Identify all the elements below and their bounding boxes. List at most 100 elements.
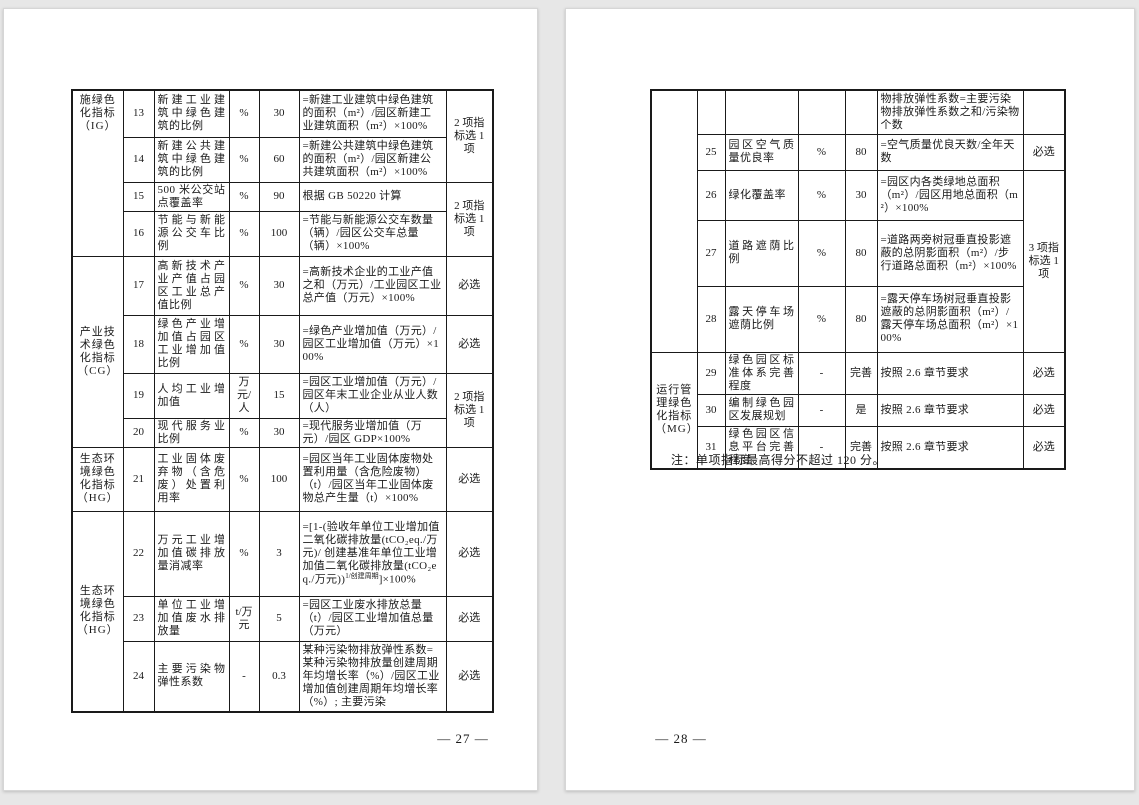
- cell-selection: 2 项指标选 1 项: [445, 89, 494, 183]
- cell-formula: =绿色产业增加值（万元）/园区工业增加值（万元）×100%: [298, 314, 447, 374]
- cell-unit: %: [228, 417, 260, 448]
- cell-value: 5: [258, 595, 300, 642]
- formula-main: =[1-(验收年单位工业增加值二氧化碳排放量(tCO₂eq./万元)/ 创建基准…: [302, 520, 440, 586]
- cell-formula: 按照 2.6 章节要求: [876, 393, 1024, 427]
- cell-formula: =园区工业增加值（万元）/园区年末工业企业从业人数（人）: [298, 372, 447, 419]
- indicator-table-right: 物排放弹性系数=主要污染物排放弹性系数之和/污染物个数 25 园区空气质量优良率…: [650, 89, 1066, 470]
- cell-formula: =道路两旁树冠垂直投影遮蔽的总阴影面积（m²）/步行道路总面积（m²）×100%: [876, 219, 1024, 287]
- cell-no: 21: [122, 446, 155, 512]
- page-number: — 27 —: [437, 731, 489, 746]
- cell-indicator: 新建公共建筑中绿色建筑的比例: [153, 136, 230, 183]
- cell-formula: =节能与新能源公交车数量（辆）/园区公交车总量（辆）×100%: [298, 210, 447, 257]
- indicator-table-left: 施绿色化指标（IG） 13 新建工业建筑中绿色建筑的比例 % 30 =新建工业建…: [71, 89, 494, 713]
- cell-value: 3: [258, 510, 300, 597]
- cell-selection: 必选: [445, 255, 494, 316]
- cell-value: [844, 89, 878, 135]
- cell-unit: %: [797, 285, 846, 353]
- cell-value: 15: [258, 372, 300, 419]
- cell-indicator: 道路遮荫比例: [724, 219, 799, 287]
- table-row: 施绿色化指标（IG） 13 新建工业建筑中绿色建筑的比例 % 30 =新建工业建…: [71, 89, 494, 257]
- table-row: 运行管理绿色化指标（MG） 29 绿色园区标准体系完善程度 - 完善 按照 2.…: [650, 351, 1066, 469]
- table-note: 注：单项指标最高得分不超过 120 分。: [671, 453, 886, 467]
- cell-selection: 3 项指标选 1 项: [1022, 169, 1066, 353]
- cell-formula: 物排放弹性系数=主要污染物排放弹性系数之和/污染物个数: [876, 89, 1024, 135]
- table-row: 生态环境绿色化指标（HG） 22 万元工业增加值碳排放量消减率 % 3 =[1-…: [71, 510, 494, 713]
- cell-indicator: 高新技术产业产值占园区工业总产值比例: [153, 255, 230, 316]
- cell-indicator: 绿化覆盖率: [724, 169, 799, 221]
- cell-selection: 2 项指标选 1 项: [445, 372, 494, 448]
- cell-indicator: 工业固体废弃物（含危废）处置利用率: [153, 446, 230, 512]
- cell-selection: [1022, 89, 1066, 135]
- cell-formula: =露天停车场树冠垂直投影遮蔽的总阴影面积（m²）/露天停车场总面积（m²）×10…: [876, 285, 1024, 353]
- cell-formula: =园区内各类绿地总面积（m²）/园区用地总面积（m²）×100%: [876, 169, 1024, 221]
- table-row: 18 绿色产业增加值占园区工业增加值比例 % 30 =绿色产业增加值（万元）/园…: [72, 314, 494, 374]
- cell-unit: %: [797, 219, 846, 287]
- cell-formula: 按照 2.6 章节要求: [876, 351, 1024, 395]
- cell-value: 0.3: [258, 640, 300, 713]
- cell-value: 30: [844, 169, 878, 221]
- cell-unit: 万元/人: [228, 372, 260, 419]
- cell-indicator: 现代服务业比例: [153, 417, 230, 448]
- cell-indicator: 主要污染物弹性系数: [153, 640, 230, 713]
- table-row: 31 绿色园区信息平台完善程度 - 完善 按照 2.6 章节要求 必选: [651, 425, 1066, 469]
- cell-unit: %: [228, 181, 260, 212]
- table-row: 15 500 米公交站点覆盖率 % 90 根据 GB 50220 计算 2 项指…: [72, 181, 494, 257]
- cell-formula: =新建工业建筑中绿色建筑的面积（m²）/园区新建工业建筑面积（m²）×100%: [298, 89, 447, 138]
- cell-indicator: 绿色园区标准体系完善程度: [724, 351, 799, 395]
- cell-unit: %: [228, 136, 260, 183]
- cell-formula: =园区工业废水排放总量（t）/园区工业增加值总量（万元）: [298, 595, 447, 642]
- cell-selection: 必选: [1022, 425, 1066, 469]
- table-row: 24 主要污染物弹性系数 - 0.3 某种污染物排放弹性系数=某种污染物排放量创…: [72, 640, 494, 713]
- cell-unit: -: [228, 640, 260, 713]
- cell-indicator: 节能与新能源公交车比例: [153, 210, 230, 257]
- table-row: 16 节能与新能源公交车比例 % 100 =节能与新能源公交车数量（辆）/园区公…: [72, 210, 493, 257]
- cell-formula: 某种污染物排放弹性系数=某种污染物排放量创建周期年均增长率（%）/园区工业增加值…: [298, 640, 447, 713]
- cell-value: 30: [258, 314, 300, 374]
- cell-value: 30: [258, 255, 300, 316]
- cell-selection: 必选: [1022, 351, 1066, 395]
- cell-indicator: 绿色产业增加值占园区工业增加值比例: [153, 314, 230, 374]
- cell-indicator: 露天停车场遮荫比例: [724, 285, 799, 353]
- cell-no: 14: [122, 136, 155, 183]
- cell-selection: 必选: [445, 314, 494, 374]
- cell-selection: 必选: [1022, 393, 1066, 427]
- cell-value: 100: [258, 210, 300, 257]
- cell-formula: =现代服务业增加值（万元）/园区 GDP×100%: [298, 417, 447, 448]
- cell-value: 完善: [844, 351, 878, 395]
- cell-value: 是: [844, 393, 878, 427]
- cell-value: 80: [844, 219, 878, 287]
- cell-no: 16: [122, 210, 155, 257]
- cell-unit: %: [228, 89, 260, 138]
- cell-indicator: 万元工业增加值碳排放量消减率: [153, 510, 230, 597]
- cell-no: 31: [696, 425, 726, 469]
- document-page-28: 物排放弹性系数=主要污染物排放弹性系数之和/污染物个数 25 园区空气质量优良率…: [565, 8, 1135, 791]
- cell-no: 23: [122, 595, 155, 642]
- cell-selection: 必选: [445, 595, 494, 642]
- cell-value: 80: [844, 133, 878, 171]
- cell-indicator: [724, 89, 799, 135]
- cell-unit: %: [228, 255, 260, 316]
- cell-category-mg: 运行管理绿色化指标（MG）: [650, 351, 698, 469]
- cell-value: 80: [844, 285, 878, 353]
- cell-formula: 按照 2.6 章节要求: [876, 425, 1024, 469]
- cell-formula: =新建公共建筑中绿色建筑的面积（m²）/园区新建公共建筑面积（m²）×100%: [298, 136, 447, 183]
- cell-formula: 根据 GB 50220 计算: [298, 181, 447, 212]
- cell-unit: -: [797, 425, 846, 469]
- table-row: 25 园区空气质量优良率 % 80 =空气质量优良天数/全年天数 必选: [651, 133, 1066, 171]
- cell-selection: 必选: [1022, 133, 1066, 171]
- cell-no: 24: [122, 640, 155, 713]
- table-row: 生态环境绿色化指标（HG） 21 工业固体废弃物（含危废）处置利用率 % 100…: [71, 446, 494, 512]
- cell-no: 26: [696, 169, 726, 221]
- cell-unit: %: [228, 210, 260, 257]
- page-number: — 28 —: [655, 731, 707, 746]
- cell-no: 13: [122, 89, 155, 138]
- table-row: 20 现代服务业比例 % 30 =现代服务业增加值（万元）/园区 GDP×100…: [72, 417, 493, 448]
- cell-indicator: 编制绿色园区发展规划: [724, 393, 799, 427]
- table-row: 28 露天停车场遮荫比例 % 80 =露天停车场树冠垂直投影遮蔽的总阴影面积（m…: [651, 285, 1065, 353]
- cell-no: 28: [696, 285, 726, 353]
- cell-selection: 必选: [445, 510, 494, 597]
- table-row: 30 编制绿色园区发展规划 - 是 按照 2.6 章节要求 必选: [651, 393, 1066, 427]
- document-page-27: 施绿色化指标（IG） 13 新建工业建筑中绿色建筑的比例 % 30 =新建工业建…: [3, 8, 538, 791]
- table-row: 物排放弹性系数=主要污染物排放弹性系数之和/污染物个数: [650, 89, 1066, 353]
